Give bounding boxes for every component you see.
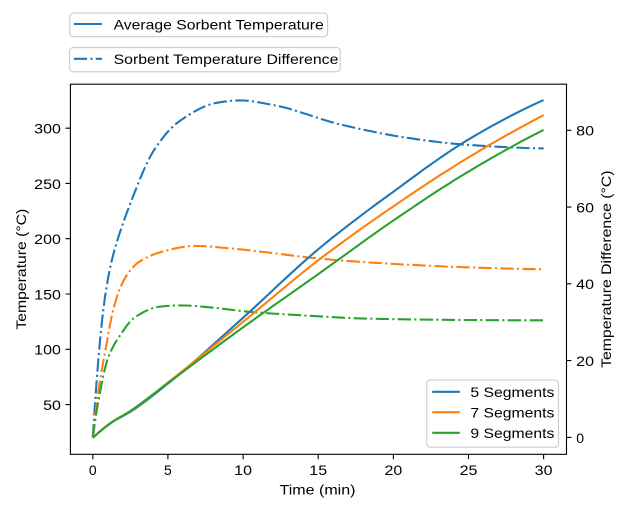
svg-text:Sorbent Temperature Difference: Sorbent Temperature Difference bbox=[114, 51, 339, 67]
svg-text:150: 150 bbox=[34, 286, 61, 302]
svg-text:0: 0 bbox=[576, 430, 584, 446]
svg-text:20: 20 bbox=[385, 462, 403, 478]
svg-text:40: 40 bbox=[576, 276, 594, 292]
svg-text:100: 100 bbox=[34, 342, 61, 358]
svg-text:250: 250 bbox=[34, 176, 61, 192]
svg-text:60: 60 bbox=[576, 200, 594, 216]
svg-text:10: 10 bbox=[234, 462, 252, 478]
svg-text:20: 20 bbox=[576, 353, 594, 369]
svg-text:9 Segments: 9 Segments bbox=[470, 425, 554, 441]
svg-text:5: 5 bbox=[164, 462, 172, 478]
svg-text:200: 200 bbox=[34, 231, 61, 247]
svg-text:7 Segments: 7 Segments bbox=[470, 405, 554, 421]
svg-text:0: 0 bbox=[89, 462, 97, 478]
svg-text:Temperature Difference (°C): Temperature Difference (°C) bbox=[598, 171, 614, 368]
svg-text:25: 25 bbox=[460, 462, 478, 478]
svg-text:Temperature (°C): Temperature (°C) bbox=[13, 209, 29, 330]
svg-text:5 Segments: 5 Segments bbox=[470, 384, 554, 400]
svg-text:30: 30 bbox=[535, 462, 553, 478]
svg-text:15: 15 bbox=[309, 462, 327, 478]
svg-text:Time (min): Time (min) bbox=[280, 481, 356, 497]
svg-text:Average Sorbent Temperature: Average Sorbent Temperature bbox=[114, 17, 324, 33]
svg-text:80: 80 bbox=[576, 123, 594, 139]
svg-text:300: 300 bbox=[34, 121, 61, 137]
svg-text:50: 50 bbox=[43, 397, 61, 413]
